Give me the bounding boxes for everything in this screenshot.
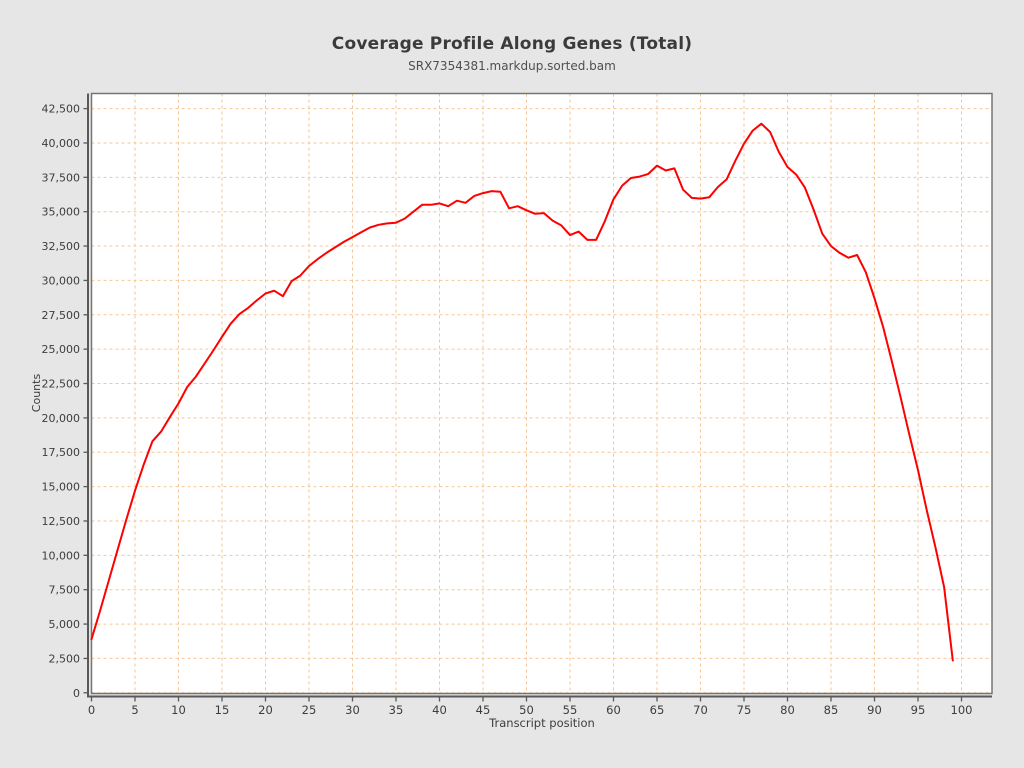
- svg-text:42,500: 42,500: [42, 103, 81, 116]
- svg-text:5: 5: [131, 703, 138, 717]
- svg-text:45: 45: [476, 703, 491, 717]
- chart-title: Coverage Profile Along Genes (Total): [331, 34, 693, 54]
- svg-text:70: 70: [693, 703, 708, 717]
- svg-text:20,000: 20,000: [42, 412, 81, 425]
- plot-border: [90, 92, 993, 695]
- svg-text:32,500: 32,500: [42, 240, 81, 253]
- svg-text:40,000: 40,000: [42, 137, 81, 150]
- x-axis-title: Transcript position: [489, 716, 595, 730]
- tick-marks: [83, 107, 963, 702]
- svg-text:65: 65: [650, 703, 665, 717]
- svg-text:60: 60: [606, 703, 621, 717]
- svg-text:20: 20: [258, 703, 273, 717]
- svg-text:35,000: 35,000: [42, 206, 81, 219]
- svg-text:12,500: 12,500: [42, 515, 81, 528]
- svg-text:5,000: 5,000: [49, 618, 81, 631]
- svg-text:0: 0: [73, 687, 80, 700]
- svg-text:90: 90: [867, 703, 882, 717]
- svg-text:100: 100: [951, 703, 973, 717]
- svg-text:95: 95: [911, 703, 926, 717]
- svg-text:22,500: 22,500: [42, 378, 81, 391]
- svg-text:17,500: 17,500: [42, 446, 81, 459]
- svg-text:7,500: 7,500: [49, 584, 81, 597]
- svg-text:15,000: 15,000: [42, 481, 81, 494]
- svg-text:27,500: 27,500: [42, 309, 81, 322]
- svg-text:25: 25: [302, 703, 317, 717]
- svg-text:25,000: 25,000: [42, 343, 81, 356]
- svg-text:10: 10: [171, 703, 186, 717]
- svg-text:15: 15: [215, 703, 230, 717]
- svg-text:30,000: 30,000: [42, 274, 81, 287]
- svg-text:50: 50: [519, 703, 534, 717]
- svg-text:35: 35: [389, 703, 404, 717]
- plot-area: [91, 93, 992, 694]
- coverage-line: [90, 122, 954, 662]
- svg-text:10,000: 10,000: [42, 549, 81, 562]
- svg-text:40: 40: [432, 703, 447, 717]
- x-tick-labels: 0 5 10 15 20 25 30 35 40 45 50 55 60 65 70 75 80 85 90 95 10…: [88, 703, 973, 717]
- svg-text:75: 75: [737, 703, 752, 717]
- svg-text:2,500: 2,500: [49, 652, 81, 665]
- svg-text:55: 55: [563, 703, 578, 717]
- svg-text:80: 80: [780, 703, 795, 717]
- axes: [87, 93, 992, 698]
- chart-subtitle: SRX7354381.markdup.sorted.bam: [408, 59, 616, 73]
- y-tick-labels: 0 2,500 5,000 7,500 10,000 12,500 15,000 17,500…: [42, 103, 81, 700]
- svg-text:85: 85: [824, 703, 839, 717]
- svg-text:30: 30: [345, 703, 360, 717]
- svg-text:37,500: 37,500: [42, 171, 81, 184]
- svg-text:0: 0: [88, 703, 95, 717]
